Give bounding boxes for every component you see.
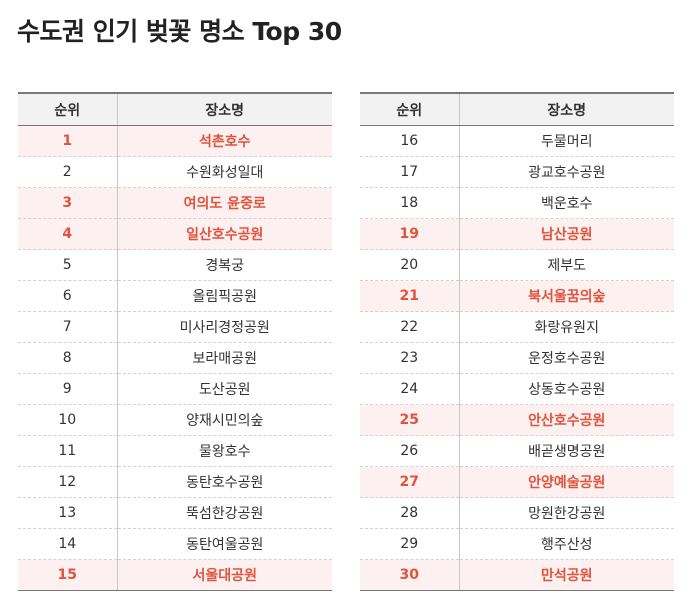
table-row: 6 올림픽공원 — [18, 280, 332, 312]
rank-cell: 6 — [18, 280, 118, 312]
place-name-cell: 동탄호수공원 — [117, 466, 332, 498]
table-row: 20 제부도 — [360, 249, 674, 281]
table-row: 18 백운호수 — [360, 187, 674, 219]
table-header-row: 순위 장소명 — [18, 92, 332, 126]
place-name-cell: 제부도 — [459, 249, 674, 281]
rank-cell: 9 — [18, 373, 118, 405]
place-name-cell: 보라매공원 — [117, 342, 332, 374]
rank-cell: 16 — [360, 125, 460, 157]
place-name-cell: 남산공원 — [459, 218, 674, 250]
place-name-cell: 미사리경정공원 — [117, 311, 332, 343]
ranking-table-right: 순위 장소명 16 두물머리 17 광교호수공원 18 백운호수 19 남산공원 20 제부도 21… — [360, 92, 674, 591]
table-row: 19 남산공원 — [360, 218, 674, 250]
place-name-cell: 안양예술공원 — [459, 466, 674, 498]
table-row: 12 동탄호수공원 — [18, 466, 332, 498]
place-name-cell: 올림픽공원 — [117, 280, 332, 312]
place-name-cell: 광교호수공원 — [459, 156, 674, 188]
rank-column-header: 순위 — [18, 92, 118, 126]
table-row: 3 여의도 윤중로 — [18, 187, 332, 219]
rank-cell: 8 — [18, 342, 118, 374]
table-row: 24 상동호수공원 — [360, 373, 674, 405]
table-row: 26 배곧생명공원 — [360, 435, 674, 467]
place-name-cell: 북서울꿈의숲 — [459, 280, 674, 312]
table-row: 14 동탄여울공원 — [18, 528, 332, 560]
rank-cell: 24 — [360, 373, 460, 405]
rank-cell: 2 — [18, 156, 118, 188]
rank-cell: 7 — [18, 311, 118, 343]
table-row: 21 북서울꿈의숲 — [360, 280, 674, 312]
rank-cell: 11 — [18, 435, 118, 467]
place-name-cell: 배곧생명공원 — [459, 435, 674, 467]
table-row: 13 뚝섬한강공원 — [18, 497, 332, 529]
rank-cell: 4 — [18, 218, 118, 250]
rank-column-header: 순위 — [360, 92, 460, 126]
table-row: 10 양재시민의숲 — [18, 404, 332, 436]
rank-cell: 1 — [18, 125, 118, 157]
rank-cell: 3 — [18, 187, 118, 219]
rank-cell: 14 — [18, 528, 118, 560]
place-name-cell: 서울대공원 — [117, 559, 332, 591]
rank-cell: 5 — [18, 249, 118, 281]
table-row: 7 미사리경정공원 — [18, 311, 332, 343]
table-row: 23 운정호수공원 — [360, 342, 674, 374]
place-name-cell: 도산공원 — [117, 373, 332, 405]
rank-cell: 15 — [18, 559, 118, 591]
rank-cell: 13 — [18, 497, 118, 529]
place-name-cell: 물왕호수 — [117, 435, 332, 467]
table-row: 29 행주산성 — [360, 528, 674, 560]
place-name-cell: 경복궁 — [117, 249, 332, 281]
place-name-cell: 뚝섬한강공원 — [117, 497, 332, 529]
place-name-cell: 상동호수공원 — [459, 373, 674, 405]
table-row: 4 일산호수공원 — [18, 218, 332, 250]
place-name-cell: 망원한강공원 — [459, 497, 674, 529]
table-row: 16 두물머리 — [360, 125, 674, 157]
rank-cell: 10 — [18, 404, 118, 436]
table-row: 9 도산공원 — [18, 373, 332, 405]
rank-cell: 23 — [360, 342, 460, 374]
rank-cell: 17 — [360, 156, 460, 188]
table-row: 27 안양예술공원 — [360, 466, 674, 498]
place-name-cell: 두물머리 — [459, 125, 674, 157]
table-row: 22 화랑유원지 — [360, 311, 674, 343]
table-row: 5 경복궁 — [18, 249, 332, 281]
place-name-cell: 안산호수공원 — [459, 404, 674, 436]
place-column-header: 장소명 — [459, 92, 674, 126]
place-name-cell: 수원화성일대 — [117, 156, 332, 188]
table-row: 25 안산호수공원 — [360, 404, 674, 436]
page-title: 수도권 인기 벚꽃 명소 Top 30 — [17, 17, 342, 46]
place-name-cell: 동탄여울공원 — [117, 528, 332, 560]
rank-cell: 18 — [360, 187, 460, 219]
place-name-cell: 백운호수 — [459, 187, 674, 219]
place-name-cell: 운정호수공원 — [459, 342, 674, 374]
place-name-cell: 만석공원 — [459, 559, 674, 591]
rank-cell: 27 — [360, 466, 460, 498]
table-row: 2 수원화성일대 — [18, 156, 332, 188]
place-name-cell: 행주산성 — [459, 528, 674, 560]
rank-cell: 19 — [360, 218, 460, 250]
place-name-cell: 일산호수공원 — [117, 218, 332, 250]
place-column-header: 장소명 — [117, 92, 332, 126]
table-row: 30 만석공원 — [360, 559, 674, 591]
rank-cell: 29 — [360, 528, 460, 560]
table-row: 1 석촌호수 — [18, 125, 332, 157]
ranking-table-left: 순위 장소명 1 석촌호수 2 수원화성일대 3 여의도 윤중로 4 일산호수공원 5 경복궁 6 올… — [18, 92, 332, 591]
rank-cell: 20 — [360, 249, 460, 281]
rank-cell: 25 — [360, 404, 460, 436]
rank-cell: 28 — [360, 497, 460, 529]
table-header-row: 순위 장소명 — [360, 92, 674, 126]
table-row: 17 광교호수공원 — [360, 156, 674, 188]
place-name-cell: 양재시민의숲 — [117, 404, 332, 436]
rank-cell: 30 — [360, 559, 460, 591]
rank-cell: 12 — [18, 466, 118, 498]
table-row: 15 서울대공원 — [18, 559, 332, 591]
table-row: 11 물왕호수 — [18, 435, 332, 467]
place-name-cell: 화랑유원지 — [459, 311, 674, 343]
place-name-cell: 석촌호수 — [117, 125, 332, 157]
table-row: 28 망원한강공원 — [360, 497, 674, 529]
rank-cell: 22 — [360, 311, 460, 343]
rank-cell: 26 — [360, 435, 460, 467]
place-name-cell: 여의도 윤중로 — [117, 187, 332, 219]
rank-cell: 21 — [360, 280, 460, 312]
table-row: 8 보라매공원 — [18, 342, 332, 374]
